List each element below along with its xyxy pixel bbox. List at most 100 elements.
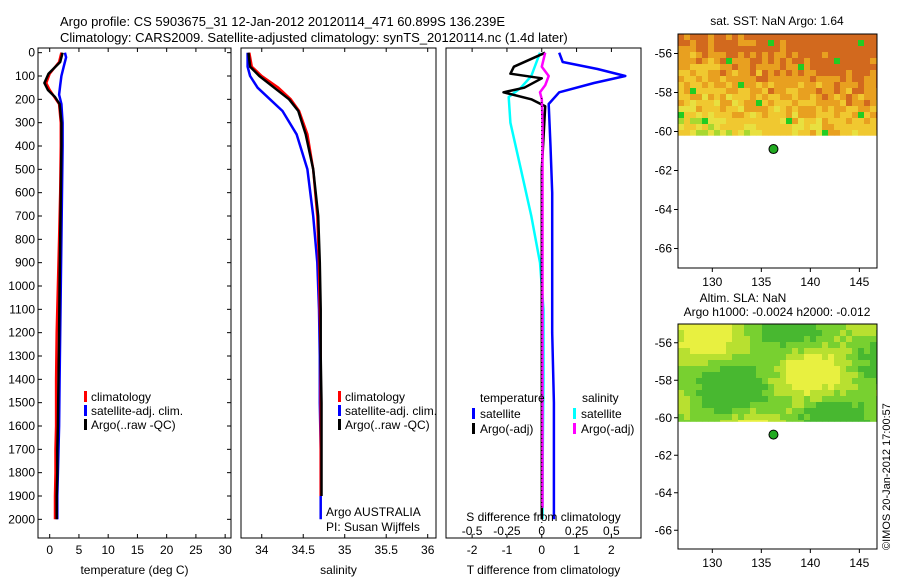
map-cell bbox=[774, 342, 781, 349]
map-cell bbox=[816, 402, 823, 409]
map-cell bbox=[852, 372, 859, 379]
map-cell bbox=[750, 100, 757, 107]
map-cell bbox=[858, 70, 865, 77]
x-tick-label: 1 bbox=[573, 543, 580, 557]
map-cell bbox=[738, 130, 745, 136]
s-axis-label: S difference from climatology bbox=[466, 510, 621, 524]
map-cell bbox=[798, 408, 805, 415]
map-cell bbox=[690, 130, 697, 136]
map-cell bbox=[714, 76, 721, 83]
map-cell bbox=[816, 82, 823, 89]
map-cell bbox=[684, 336, 691, 343]
x-tick-label: 34 bbox=[255, 543, 269, 557]
map-cell bbox=[684, 76, 691, 83]
map-cell bbox=[810, 336, 817, 343]
map-cell bbox=[732, 354, 739, 361]
map-cell bbox=[780, 396, 787, 403]
map-cell bbox=[714, 372, 721, 379]
map-cell bbox=[738, 360, 745, 367]
map-cell bbox=[780, 40, 787, 47]
map-cell bbox=[744, 354, 751, 361]
map-cell bbox=[756, 354, 763, 361]
map-cell bbox=[714, 384, 721, 391]
map-cell bbox=[732, 58, 739, 65]
map-cell bbox=[732, 46, 739, 53]
map-cell bbox=[738, 384, 745, 391]
map-cell bbox=[864, 336, 871, 343]
map-cell bbox=[756, 372, 763, 379]
map-cell bbox=[822, 94, 829, 101]
map-cell bbox=[690, 396, 697, 403]
map-cell bbox=[792, 402, 799, 409]
map-cell bbox=[798, 94, 805, 101]
legend-label: satellite-adj. clim. bbox=[91, 404, 183, 418]
map-cell bbox=[720, 40, 727, 47]
map-cell bbox=[690, 76, 697, 83]
map-cell bbox=[786, 396, 793, 403]
map-cell bbox=[822, 396, 829, 403]
legend-swatch bbox=[338, 391, 341, 402]
map-cell bbox=[780, 106, 787, 113]
map-cell bbox=[720, 366, 727, 373]
map-cell bbox=[786, 342, 793, 349]
legend-swatch bbox=[573, 408, 576, 419]
map-cell bbox=[864, 34, 871, 41]
map-cell bbox=[702, 384, 709, 391]
map-cell bbox=[864, 348, 871, 355]
map-cell bbox=[864, 402, 871, 409]
map-cell bbox=[774, 348, 781, 355]
map-cell bbox=[810, 118, 817, 125]
map-cell bbox=[846, 420, 853, 422]
map-cell bbox=[708, 348, 715, 355]
map-cell bbox=[774, 360, 781, 367]
map-cell bbox=[828, 100, 835, 107]
map-cell bbox=[726, 372, 733, 379]
map-cell bbox=[684, 100, 691, 107]
map-cell bbox=[750, 34, 757, 41]
map-cell bbox=[864, 360, 871, 367]
map-cell bbox=[750, 82, 757, 89]
map-cell bbox=[792, 414, 799, 421]
map-cell bbox=[714, 366, 721, 373]
legend-swatch bbox=[472, 408, 475, 419]
map-cell bbox=[762, 384, 769, 391]
map-cell bbox=[756, 82, 763, 89]
map-cell bbox=[696, 106, 703, 113]
map-cell bbox=[792, 88, 799, 95]
map-cell bbox=[744, 70, 751, 77]
map-cell bbox=[702, 402, 709, 409]
map-cell bbox=[756, 58, 763, 65]
map-cell bbox=[768, 390, 775, 397]
map-cell bbox=[714, 70, 721, 77]
map-cell bbox=[768, 360, 775, 367]
map-y-tick-label: -64 bbox=[655, 203, 673, 217]
map-cell bbox=[810, 34, 817, 41]
map-cell bbox=[726, 402, 733, 409]
map-cell bbox=[822, 336, 829, 343]
map-cell bbox=[708, 118, 715, 125]
map-cell bbox=[858, 88, 865, 95]
y-tick-label: 600 bbox=[15, 186, 35, 200]
map-cell bbox=[804, 336, 811, 343]
map-cell bbox=[870, 106, 877, 113]
map-cell bbox=[810, 94, 817, 101]
map-cell bbox=[774, 112, 781, 119]
map-cell bbox=[768, 46, 775, 53]
map-cell bbox=[870, 372, 877, 379]
map-cell bbox=[750, 330, 757, 337]
map-cell bbox=[870, 64, 877, 71]
map-cell bbox=[864, 70, 871, 77]
x-tick-label: -1 bbox=[502, 543, 513, 557]
y-tick-label: 800 bbox=[15, 232, 35, 246]
map-cell bbox=[840, 40, 847, 47]
map-cell bbox=[696, 118, 703, 125]
map-cell bbox=[834, 112, 841, 119]
map-cell bbox=[732, 336, 739, 343]
map-cell bbox=[762, 82, 769, 89]
map-cell bbox=[684, 324, 691, 331]
map-cell bbox=[840, 106, 847, 113]
map-cell bbox=[684, 130, 691, 136]
map-cell bbox=[816, 390, 823, 397]
map-cell bbox=[714, 46, 721, 53]
map-cell bbox=[816, 324, 823, 331]
